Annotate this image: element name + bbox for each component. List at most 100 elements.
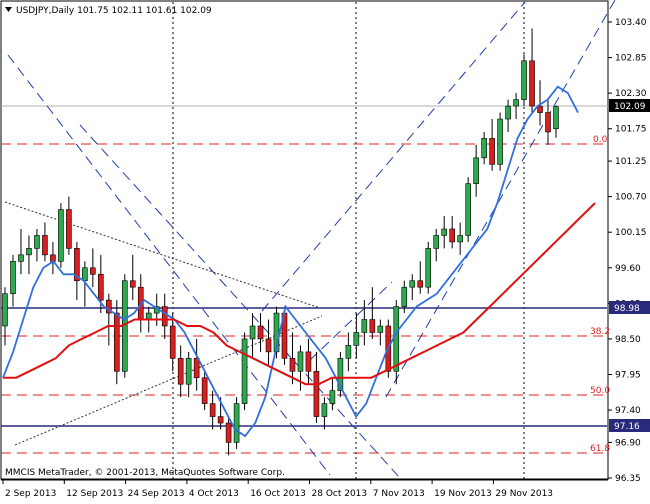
slow-moving-average-line: [3, 202, 596, 386]
candle: [505, 99, 511, 132]
bearish-candle-body: [529, 60, 535, 107]
bearish-candle-body: [217, 416, 224, 424]
price-tick-label: 102.85: [615, 54, 647, 64]
bullish-candle-body: [393, 306, 400, 372]
price-tag-97-16: 97.16: [609, 419, 650, 432]
bullish-candle-body: [18, 254, 24, 262]
bullish-candle-body: [481, 138, 487, 159]
candle: [10, 254, 16, 307]
uptrend-channel-upper: [261, 1, 526, 312]
time-tick-label: 28 Oct 2013: [312, 489, 368, 499]
candle: [2, 287, 8, 346]
candle: [425, 241, 432, 294]
bullish-candle-body: [10, 261, 16, 294]
bullish-candle-body: [465, 183, 471, 236]
bullish-candle-body: [345, 345, 352, 359]
copyright-text: MMCIS MetaTrader, © 2001-2013, MetaQuote…: [5, 468, 285, 478]
candle: [265, 319, 272, 365]
candle: [249, 313, 256, 359]
bearish-candle-body: [66, 209, 72, 249]
candle: [90, 248, 96, 288]
bearish-candle-body: [169, 325, 176, 359]
bullish-candle-body: [2, 293, 8, 327]
time-tick-label: 24 Sep 2013: [128, 489, 185, 499]
candle: [489, 119, 495, 171]
price-tag-98-98: 98.98: [609, 301, 650, 314]
price-tick-label: 100.15: [615, 228, 647, 238]
trend-lines[interactable]: [7, 0, 616, 479]
fib-label-61-8: 61.8: [590, 444, 610, 454]
time-tick-label: 29 Nov 2013: [495, 489, 553, 499]
candle: [58, 203, 64, 268]
candle: [409, 274, 416, 301]
candle: [129, 254, 136, 301]
plot-area[interactable]: [0, 0, 609, 480]
bearish-candle-body: [50, 254, 56, 262]
candle: [169, 313, 176, 372]
candle: [449, 216, 455, 249]
candlestick-series: [2, 28, 559, 456]
time-tick-label: 4 Oct 2013: [189, 489, 239, 499]
horizontal-levels[interactable]: [1, 307, 607, 427]
bearish-candle-body: [289, 358, 296, 372]
candle: [106, 293, 112, 346]
candle: [529, 28, 535, 113]
price-tick-label: 102.30: [615, 89, 647, 99]
fibonacci-levels[interactable]: [1, 143, 607, 454]
bearish-candle-body: [313, 370, 320, 417]
bullish-candle-body: [321, 403, 328, 417]
bearish-candle-body: [177, 358, 184, 385]
bullish-candle-body: [249, 325, 256, 340]
bullish-candle-body: [329, 390, 336, 404]
bearish-candle-body: [265, 338, 272, 353]
triangle-lines[interactable]: [4, 201, 323, 446]
bearish-candle-body: [161, 306, 168, 327]
bullish-candle-body: [433, 235, 440, 249]
candle: [66, 196, 72, 255]
price-tick-label: 98.50: [615, 335, 641, 345]
price-tick-label: 101.25: [615, 157, 647, 167]
bullish-candle-body: [337, 358, 344, 391]
candle: [337, 351, 344, 398]
fib-label-50: 50.0: [590, 386, 610, 396]
candle: [209, 390, 216, 430]
bearish-candle-body: [417, 280, 424, 288]
candle: [74, 241, 80, 301]
bullish-candle-body: [185, 358, 192, 385]
downtrend-line-1: [7, 54, 331, 476]
bullish-candle-body: [26, 248, 32, 256]
svg-text:98.98: 98.98: [614, 304, 640, 314]
bullish-candle-body: [401, 286, 408, 307]
svg-text:97.16: 97.16: [614, 422, 640, 432]
bearish-candle-body: [369, 319, 376, 333]
time-axis: 2 Sep 2013 12 Sep 2013 24 Sep 2013 4 Oct 20…: [2, 480, 553, 499]
time-tick-label: 12 Sep 2013: [66, 489, 123, 499]
candle: [289, 332, 296, 385]
candle: [233, 397, 240, 449]
fib-label-0: 0.0: [593, 135, 608, 145]
price-tick-label: 96.90: [615, 438, 641, 448]
candle: [345, 332, 352, 372]
triangle-down-icon[interactable]: [5, 7, 12, 12]
bullish-candle-body: [513, 99, 519, 107]
candle: [26, 235, 32, 275]
bullish-candle-body: [473, 157, 479, 185]
price-tag-current: 102.09: [609, 99, 650, 112]
candle: [361, 300, 368, 346]
time-tick-label: 7 Nov 2013: [373, 489, 425, 499]
candle: [34, 228, 40, 262]
bearish-candle-body: [305, 351, 312, 372]
price-axis: 103.40 102.85 102.30 101.75 101.25 100.70 100.…: [608, 18, 647, 484]
price-tick-label: 97.40: [615, 406, 641, 416]
short-trend-line: [309, 281, 393, 361]
candle: [457, 222, 463, 255]
price-tick-label: 96.35: [615, 474, 641, 484]
candle: [225, 416, 232, 456]
bearish-candle-body: [257, 325, 264, 340]
candle: [401, 280, 408, 314]
candle: [353, 313, 360, 359]
bullish-candle-body: [553, 106, 559, 130]
candle: [177, 345, 184, 398]
